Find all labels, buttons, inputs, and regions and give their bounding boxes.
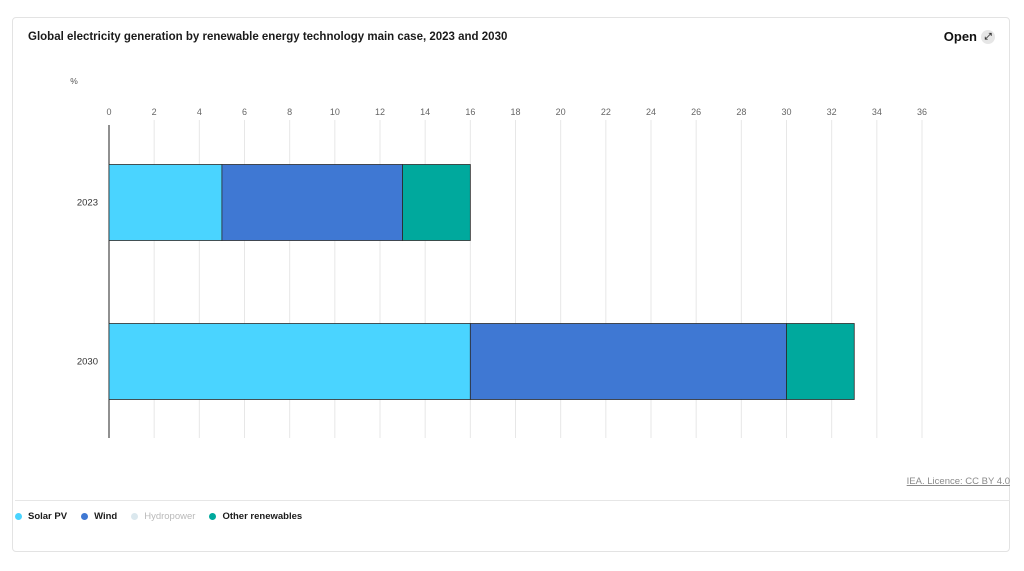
legend-label: Other renewables [222, 511, 303, 522]
external-link-icon: ⤢ [981, 29, 995, 44]
x-tick-label: 0 [106, 107, 111, 117]
x-tick-label: 26 [691, 107, 701, 117]
x-tick-label: 14 [420, 107, 430, 117]
legend-swatch [81, 513, 89, 520]
x-tick-label: 22 [601, 107, 611, 117]
bar-solar-pv-2030[interactable] [108, 323, 471, 400]
open-button[interactable]: Open ⤢ [944, 29, 995, 44]
legend-swatch [209, 513, 217, 520]
x-tick-label: 30 [781, 107, 791, 117]
legend-divider [15, 500, 1010, 501]
chart-title: Global electricity generation by renewab… [28, 31, 508, 43]
x-tick-label: 24 [646, 107, 656, 117]
x-tick-label: 8 [287, 107, 292, 117]
bar-other-renewables-2030[interactable] [786, 323, 855, 400]
legend-item-wind[interactable]: Wind [81, 511, 117, 522]
licence-link[interactable]: IEA. Licence: CC BY 4.0 [906, 476, 1010, 487]
x-tick-label: 20 [556, 107, 566, 117]
x-tick-label: 34 [872, 107, 882, 117]
x-tick-label: 36 [917, 107, 927, 117]
legend-label: Solar PV [28, 511, 68, 522]
x-tick-label: 18 [510, 107, 520, 117]
legend-item-solar-pv[interactable]: Solar PV [15, 511, 67, 522]
x-tick-label: 2 [152, 107, 157, 117]
legend-item-other-renewables[interactable]: Other renewables [209, 511, 302, 522]
open-label: Open [943, 29, 977, 44]
legend: Solar PV Wind Hydropower Other renewables [15, 511, 302, 522]
bar-wind-2023[interactable] [221, 164, 403, 241]
bar-wind-2030[interactable] [469, 323, 787, 400]
legend-label: Wind [94, 511, 118, 522]
bar-other-renewables-2023[interactable] [402, 164, 471, 241]
legend-label: Hydropower [144, 511, 196, 522]
x-tick-label: 4 [197, 107, 202, 117]
legend-swatch [131, 513, 139, 520]
x-tick-label: 32 [827, 107, 837, 117]
x-tick-label: 28 [736, 107, 746, 117]
x-tick-label: 10 [330, 107, 340, 117]
chart-card: Global electricity generation by renewab… [12, 17, 1010, 552]
category-label: 2030 [77, 357, 98, 368]
x-tick-label: 16 [465, 107, 475, 117]
x-tick-label: 6 [242, 107, 247, 117]
category-label: 2023 [77, 198, 98, 209]
unit-label: % [70, 76, 78, 86]
legend-swatch [15, 513, 22, 520]
x-tick-label: 12 [375, 107, 385, 117]
legend-item-hydropower[interactable]: Hydropower [131, 511, 195, 522]
bar-solar-pv-2023[interactable] [108, 164, 223, 241]
